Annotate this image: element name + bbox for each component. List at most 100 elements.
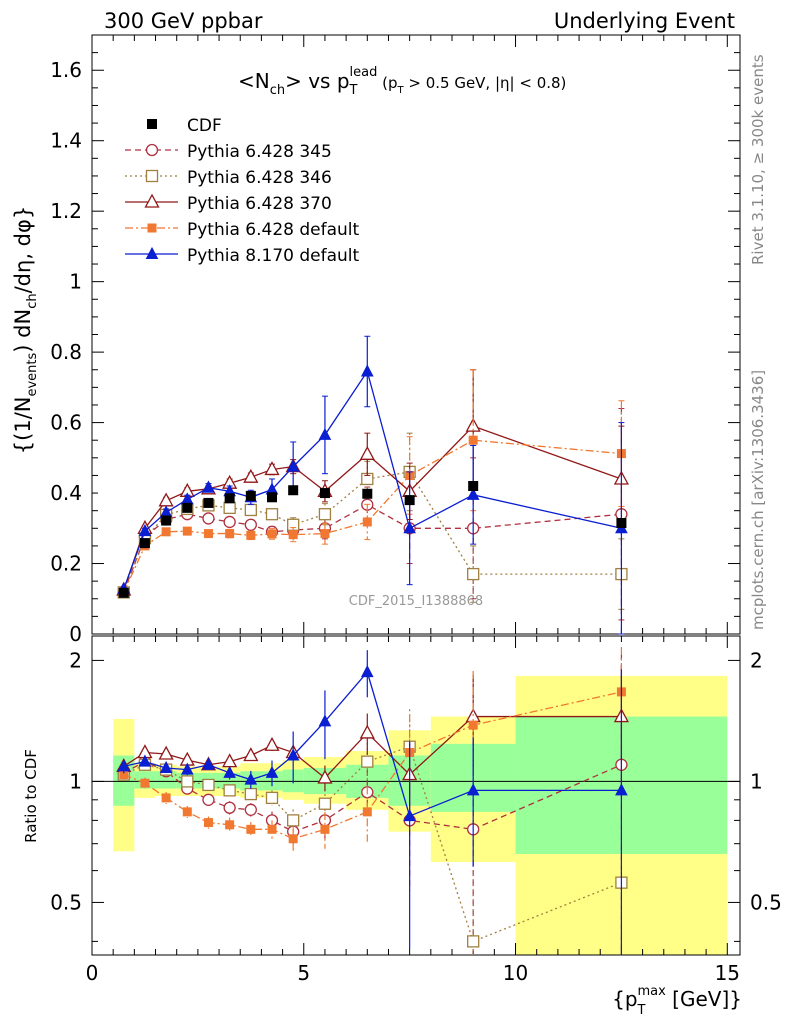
side-label-mcplots: mcplots.cern.ch [arXiv:1306.3436]	[749, 370, 767, 630]
svg-text:{(1/Nevents) dNch/dη, dφ}: {(1/Nevents) dNch/dη, dφ}	[11, 206, 40, 454]
y-axis-label: {(1/Nevents) dNch/dη, dφ}	[11, 206, 40, 454]
series-point	[466, 487, 480, 500]
series-ratio-point	[288, 834, 298, 844]
series-ratio-point	[466, 783, 480, 796]
series-ratio-point	[359, 724, 375, 739]
side-label-rivet: Rivet 3.1.10, ≥ 300k events	[749, 54, 767, 265]
cdf-point	[118, 587, 129, 598]
legend-marker	[144, 193, 160, 208]
x-tick-label: 0	[86, 961, 99, 985]
legend-label: Pythia 6.428 default	[187, 220, 360, 240]
series-ratio-point	[202, 793, 215, 806]
ratio-bands	[113, 675, 728, 955]
series-ratio-point	[615, 783, 628, 796]
ratio-y-tick-label: 1	[750, 769, 763, 793]
y-tick-label: 0.8	[50, 340, 82, 364]
series-ratio-point	[180, 762, 194, 775]
series-ratio-point	[468, 720, 478, 730]
cdf-point	[203, 497, 214, 508]
series-ratio-point	[223, 784, 236, 797]
series-ratio-point	[225, 820, 235, 830]
legend-marker	[147, 223, 157, 233]
series-ratio-point	[138, 754, 152, 767]
series-point	[182, 526, 192, 536]
series-point	[243, 468, 259, 483]
ratio-y-tick-label: 1	[69, 769, 82, 793]
series-ratio-point	[202, 778, 215, 792]
y-tick-label: 0	[69, 622, 82, 646]
series-ratio-point	[140, 778, 150, 788]
series-ratio-point	[223, 765, 236, 778]
cdf-point	[161, 515, 172, 526]
series-point	[320, 529, 330, 539]
ratio-y-tick-label: 2	[750, 648, 763, 672]
series-ratio-point	[246, 824, 256, 834]
series-point	[161, 527, 171, 537]
series-line	[123, 439, 622, 593]
series-ratio-point	[467, 935, 480, 948]
series-ratio-point	[244, 803, 257, 816]
series-line	[123, 471, 622, 593]
series-ratio-point	[158, 745, 174, 760]
series-point	[265, 508, 279, 521]
series-point	[246, 530, 256, 540]
ratio-y-tick-label: 0.5	[50, 890, 82, 914]
series-point	[225, 529, 235, 539]
series-ratio-point	[244, 787, 257, 801]
series-point	[223, 501, 236, 515]
legend-label: Pythia 6.428 370	[187, 194, 332, 214]
series-ratio-point	[286, 748, 300, 761]
x-axis-label: {pTmax [GeV]}	[612, 984, 742, 1018]
legend: CDF Pythia 6.428 345 Pythia 6.428 346 Pythi…	[125, 116, 360, 266]
cdf-point	[245, 490, 256, 501]
ratio-plot-frame	[91, 635, 741, 956]
cdf-point	[319, 488, 330, 499]
series-ratio-point	[244, 772, 258, 785]
series-ratio-point	[318, 714, 332, 727]
series-point	[286, 459, 300, 472]
series-ratio-point	[403, 808, 416, 822]
ratio-y-tick-label: 2	[69, 648, 82, 672]
cdf-points	[118, 481, 627, 598]
series-point	[264, 461, 280, 476]
series-ratio-point	[117, 759, 131, 772]
y-tick-label: 1.2	[50, 199, 82, 223]
series-line	[123, 369, 622, 590]
ratio-y-tick-label: 0.5	[750, 890, 782, 914]
series-point	[203, 529, 213, 539]
legend-marker	[147, 119, 157, 129]
x-tick-label: 15	[715, 961, 740, 985]
legend-marker	[145, 143, 159, 157]
series-point	[362, 517, 372, 527]
y-tick-label: 1.4	[50, 129, 82, 153]
header-right: Underlying Event	[554, 9, 735, 33]
legend-label: Pythia 6.428 345	[187, 142, 332, 162]
legend-label: CDF	[187, 116, 222, 136]
series-point	[202, 480, 215, 493]
series-point	[288, 530, 298, 540]
series-point	[403, 521, 416, 534]
legend-label: Pythia 6.428 346	[187, 168, 332, 188]
series-point	[360, 364, 374, 377]
series-point	[359, 445, 375, 460]
series-ratio-point	[202, 757, 215, 770]
series-ratio-point	[287, 814, 300, 827]
series-point	[244, 518, 257, 531]
cdf-point	[288, 485, 299, 496]
series-point	[318, 508, 332, 521]
chart-title: <Nch> vs pTlead (pT > 0.5 GeV, |η| < 0.8…	[238, 65, 566, 98]
legend-marker	[145, 246, 159, 259]
cdf-point	[139, 538, 150, 549]
x-tick-label: 10	[503, 961, 528, 985]
series-ratio-point	[223, 801, 236, 814]
series-ratio-point	[264, 736, 280, 751]
ratio-y-axis-label: Ratio to CDF	[22, 749, 40, 843]
series-ratio-point	[203, 818, 213, 828]
y-tick-label: 0.2	[50, 552, 82, 576]
series-point	[138, 524, 152, 537]
series-point	[202, 512, 215, 525]
series-ratio-point	[318, 797, 332, 810]
legend-marker	[145, 169, 159, 183]
svg-text:<Nch> vs pTlead (pT > 0.5 GeV,: <Nch> vs pTlead (pT > 0.5 GeV, |η| < 0.8…	[238, 65, 566, 98]
